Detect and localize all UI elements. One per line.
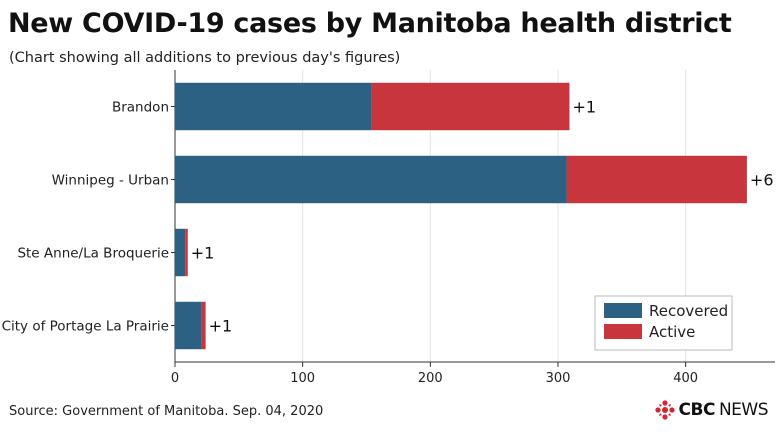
chart-title: New COVID-19 cases by Manitoba health di… [8,8,732,39]
bar-active [566,155,747,204]
legend-label: Active [649,323,695,341]
bar-recovered [175,301,202,350]
x-tick-label: 100 [290,371,315,386]
bar-active [201,301,206,350]
y-tick-label: Brandon [112,100,169,116]
bar-annotation: +6 [750,171,774,190]
legend-swatch-recovered [604,303,642,318]
bar-recovered [175,155,567,204]
source-note: Source: Government of Manitoba. Sep. 04,… [9,404,324,419]
bar-active [371,82,570,131]
brand-cbc: CBC [678,400,716,420]
bar-annotation: +1 [191,244,215,263]
x-tick-label: 0 [171,371,179,386]
y-tick-label: Ste Anne/La Broquerie [17,246,169,262]
bar-active [185,228,188,277]
x-tick-label: 300 [546,371,571,386]
brand-news: NEWS [718,400,769,420]
legend-label: Recovered [649,302,728,320]
legend-swatch-active [604,324,642,339]
y-tick-label: Winnipeg - Urban [52,173,169,189]
bar-recovered [175,82,372,131]
y-tick-label: City of Portage La Prairie [2,319,169,335]
bar-annotation: +1 [209,317,233,336]
chart-subtitle: (Chart showing all additions to previous… [9,50,401,66]
x-tick-label: 400 [673,371,698,386]
cbc-news-logo: CBC NEWS [654,400,769,420]
bar-chart: 0 100 200 300 400 Brandon +1 Winnipeg - Urban +6… [2,70,775,386]
bar-annotation: +1 [572,98,596,117]
x-tick-label: 200 [418,371,443,386]
cbc-gem-icon [654,400,675,420]
bar-recovered [175,228,186,277]
